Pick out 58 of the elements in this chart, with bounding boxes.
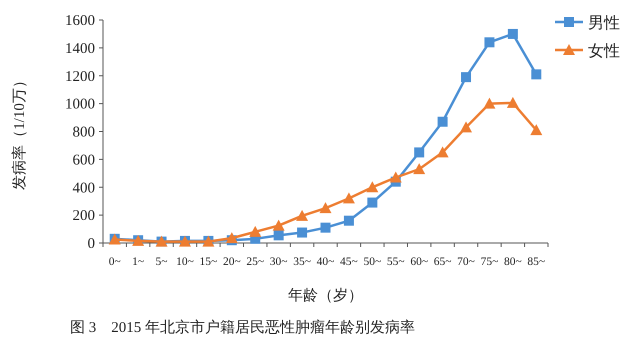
y-tick-label: 400 (72, 180, 95, 196)
y-tick-label: 800 (72, 124, 95, 140)
x-tick-label: 20~ (222, 256, 241, 268)
x-tick-label: 40~ (316, 256, 334, 268)
point (506, 96, 519, 108)
point (249, 226, 262, 237)
x-tick-label: 65~ (434, 256, 452, 268)
x-tick-label: 55~ (386, 256, 405, 268)
x-tick-label: 35~ (293, 256, 311, 268)
point (366, 181, 378, 192)
x-tick-label: 1~ (132, 256, 144, 268)
point (461, 72, 472, 82)
x-tick-label: 70~ (457, 256, 475, 268)
point (320, 222, 330, 233)
x-tick-label: 60~ (410, 256, 428, 268)
x-axis-title: 年龄（岁） (288, 287, 363, 304)
x-tick-label: 30~ (270, 256, 288, 268)
legend-label: 女性 (588, 43, 620, 60)
x-tick-label: 75~ (480, 256, 498, 268)
caption: 图 3 2015 年北京市户籍居民恶性肿瘤年龄别发病率 (70, 319, 415, 336)
x-tick-label: 25~ (246, 256, 264, 268)
y-tick-label: 1200 (65, 68, 95, 85)
point (344, 216, 354, 226)
point (438, 116, 448, 127)
legend-label: 男性 (588, 15, 620, 32)
x-tick-label: 45~ (340, 256, 358, 268)
point (226, 232, 238, 244)
point (367, 198, 378, 208)
y-tick-label: 1600 (65, 13, 95, 29)
x-tick-label: 80~ (504, 256, 522, 268)
point (508, 28, 518, 39)
point (296, 210, 308, 221)
point (320, 202, 332, 214)
point (436, 146, 449, 158)
x-tick-label: 5~ (156, 256, 168, 268)
point (484, 37, 494, 48)
point (530, 124, 542, 136)
y-tick-label: 1400 (65, 40, 95, 57)
x-tick-label: 15~ (200, 256, 218, 268)
point (483, 98, 496, 109)
point (413, 163, 426, 174)
point (297, 228, 308, 238)
point (274, 230, 284, 240)
y-tick-label: 1000 (65, 96, 95, 113)
y-tick-label: 0 (88, 236, 95, 252)
point (460, 121, 472, 132)
x-tick-label: 10~ (176, 256, 194, 268)
point (272, 220, 285, 231)
x-tick-label: 50~ (363, 256, 382, 268)
point (414, 147, 424, 158)
y-tick-label: 600 (72, 152, 95, 168)
point (342, 192, 355, 204)
y-axis-title: 发病率（1/10万） (11, 73, 28, 190)
point (531, 69, 542, 80)
y-tick-label: 200 (72, 208, 95, 224)
x-tick-label: 0~ (108, 256, 121, 268)
point (390, 171, 402, 182)
x-tick-label: 85~ (527, 256, 546, 268)
